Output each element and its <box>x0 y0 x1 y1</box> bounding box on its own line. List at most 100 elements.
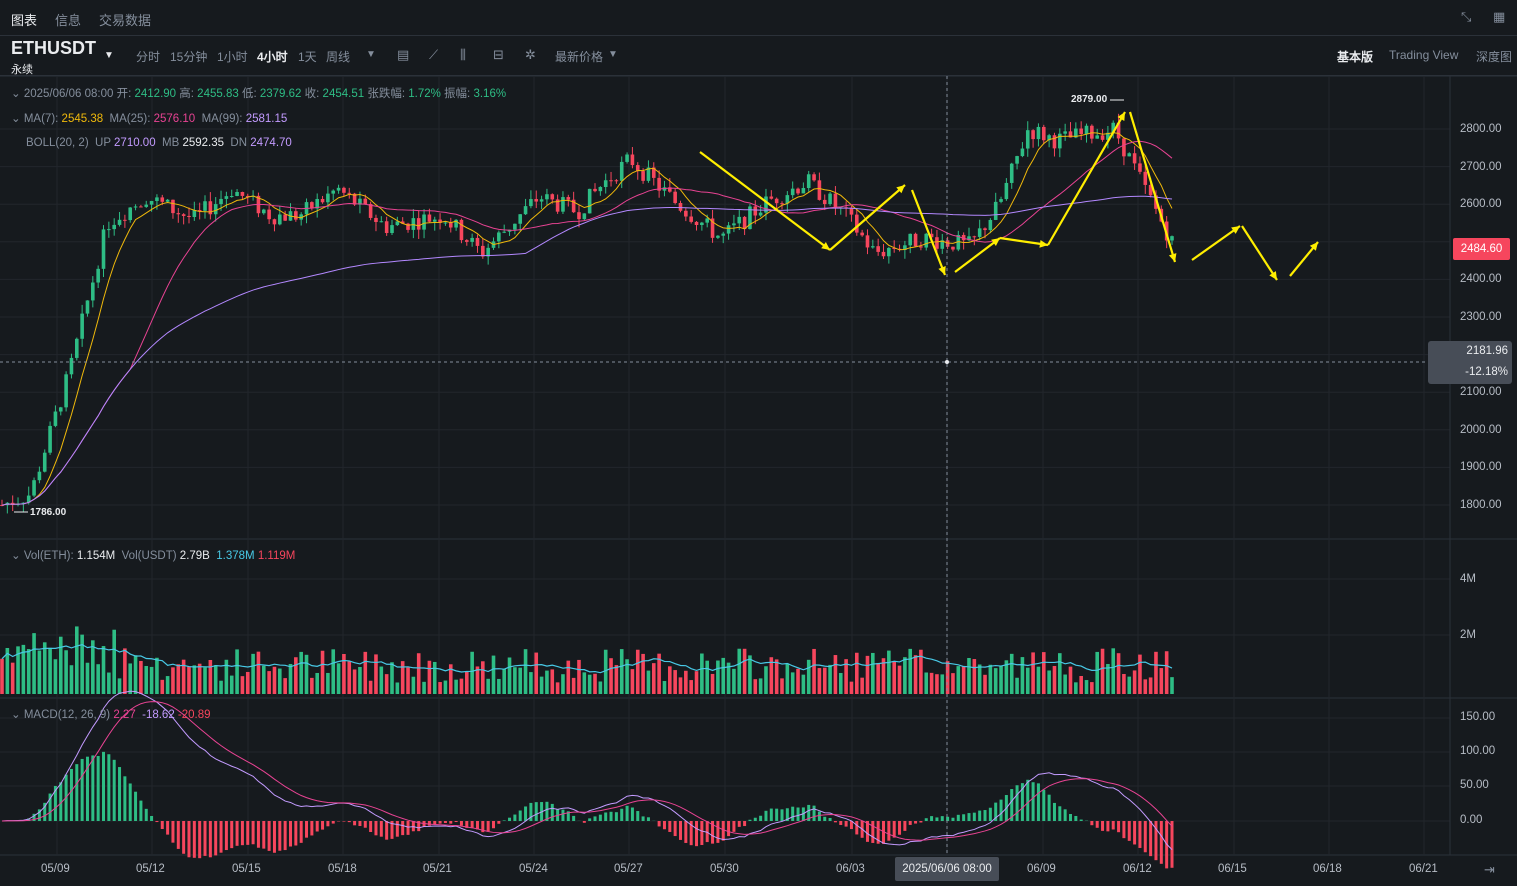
macd-hist-bar <box>272 821 276 853</box>
volume-bar <box>988 664 993 694</box>
macd-hist-bar <box>401 821 405 836</box>
macd-hist-bar <box>155 821 159 823</box>
candle-type-icon[interactable]: ⫼ <box>460 47 466 62</box>
volume-bar <box>219 680 223 694</box>
volume-bar <box>678 677 683 694</box>
price-tick: 2800.00 <box>1460 123 1502 135</box>
macd-hist-bar <box>251 821 255 845</box>
macd-hist-bar <box>999 799 1003 821</box>
macd-hist-bar <box>967 813 971 821</box>
tab-info[interactable]: 信息 <box>55 13 82 28</box>
macd-hist-bar <box>1079 819 1083 821</box>
x-tick: 06/12 <box>1123 863 1152 875</box>
macd-hist-bar <box>785 808 789 821</box>
macd-hist-bar <box>176 821 180 849</box>
candle-body <box>726 225 731 234</box>
macd-hist-bar <box>69 768 73 821</box>
tab-trading-data[interactable]: 交易数据 <box>99 13 152 28</box>
price-type-select[interactable]: 最新价格 <box>555 50 604 64</box>
symbol-name[interactable]: ETHUSDT <box>11 38 96 58</box>
view-basic[interactable]: 基本版 <box>1337 50 1374 64</box>
macd-hist-bar <box>513 814 517 821</box>
volume-bar <box>967 657 971 694</box>
candle-body <box>1111 122 1116 133</box>
volume-bar <box>0 658 4 694</box>
volume-bar <box>940 674 945 694</box>
volume-bar <box>502 668 506 694</box>
tab-chart[interactable]: 图表 <box>11 13 38 28</box>
view-depth[interactable]: 深度图 <box>1476 50 1513 64</box>
candle-body <box>245 195 250 197</box>
volume-bar <box>1100 648 1105 694</box>
volume-bar <box>1025 667 1030 694</box>
scale-reset-icon[interactable]: ⇥ <box>1484 862 1495 877</box>
layout-grid-icon[interactable]: ▦ <box>1493 9 1506 24</box>
volume-bar <box>1015 677 1019 694</box>
volume-bar <box>593 673 597 694</box>
interval-1h[interactable]: 1小时 <box>217 50 248 64</box>
view-tradingview[interactable]: Trading View <box>1389 48 1459 62</box>
volume-bar <box>267 671 271 694</box>
interval-week[interactable]: 周线 <box>326 50 351 64</box>
annot-arrowhead <box>1231 226 1240 234</box>
candle-body <box>299 214 303 220</box>
drawing-icon[interactable]: ⊟ <box>493 47 504 62</box>
macd-hist-bar <box>940 816 944 821</box>
indicator-icon[interactable]: ⟋ <box>429 47 439 62</box>
macd-hist-bar <box>812 805 816 821</box>
candle-body <box>481 245 485 257</box>
candle-body <box>977 228 982 237</box>
volume-bar <box>700 653 704 694</box>
macd-hist-bar <box>636 811 640 821</box>
macd-hist-bar <box>1058 806 1062 821</box>
candle-body <box>80 313 84 339</box>
macd-hist-bar <box>128 783 132 821</box>
candle-body <box>748 206 752 230</box>
macd-hist-bar <box>203 821 207 856</box>
volume-bar <box>571 677 576 694</box>
macd-hist-bar <box>294 821 298 846</box>
volume-bar <box>475 666 480 694</box>
annot-arrow <box>699 151 831 251</box>
candle-body <box>1058 133 1062 149</box>
volume-bar <box>187 666 191 694</box>
x-tick: 05/15 <box>232 863 261 875</box>
symbol-caret-icon[interactable]: ▼ <box>104 50 114 61</box>
volume-bar <box>459 678 464 694</box>
macd-hist-bar <box>593 816 597 821</box>
macd-hist-bar <box>305 821 309 838</box>
candle-body <box>577 212 581 220</box>
macd-hist-bar <box>1159 821 1163 864</box>
settings-gear-icon[interactable]: ✲ <box>525 47 536 62</box>
macd-hist-bar <box>572 815 576 821</box>
volume-bar <box>651 663 656 694</box>
candle-body <box>1074 128 1078 138</box>
price-type-caret-icon[interactable]: ▼ <box>608 49 618 60</box>
collapse-icon[interactable]: ⤡ <box>1461 9 1472 24</box>
candle-body <box>545 194 549 200</box>
interval-1d[interactable]: 1天 <box>298 50 317 64</box>
volume-bar <box>1063 674 1067 694</box>
volume-bar <box>705 660 710 694</box>
interval-4h[interactable]: 4小时 <box>257 50 288 64</box>
x-tick: 05/27 <box>614 863 643 875</box>
volume-bar <box>91 640 95 694</box>
volume-bar <box>299 651 303 694</box>
interval-time[interactable]: 分时 <box>136 50 161 64</box>
volume-bar <box>598 681 603 694</box>
x-tick: 05/24 <box>519 863 548 875</box>
annot-arrowhead <box>991 238 1000 247</box>
macd-hist-bar <box>796 807 800 821</box>
candle-body <box>475 237 480 246</box>
volume-bar <box>876 662 880 694</box>
more-intervals-icon[interactable]: ▼ <box>366 49 376 60</box>
macd-hist-bar <box>839 821 843 825</box>
candle-body <box>689 216 693 222</box>
calendar-icon[interactable]: ▤ <box>397 47 410 62</box>
macd-hist-bar <box>395 821 399 837</box>
interval-15m[interactable]: 15分钟 <box>170 50 208 64</box>
annotation-arrows <box>699 111 1319 281</box>
macd-hist-bar <box>278 821 282 851</box>
macd-tick: 50.00 <box>1460 779 1489 791</box>
